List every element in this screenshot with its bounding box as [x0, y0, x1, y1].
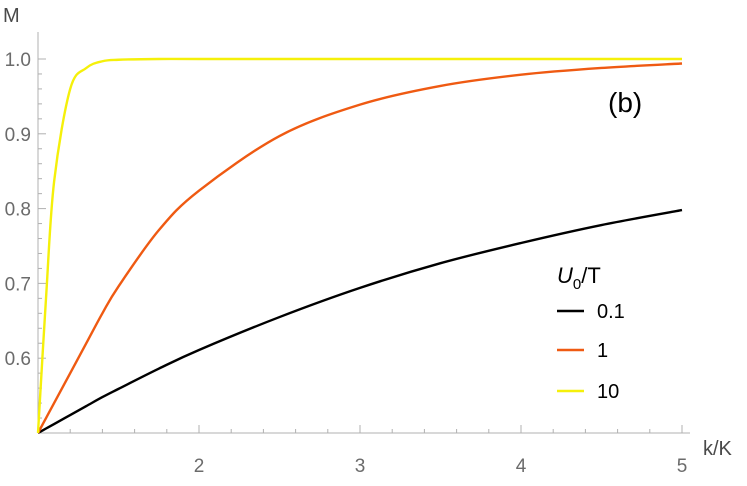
- y-tick-label: 1.0: [5, 50, 31, 71]
- axes: 2 3 4 5 0.6 0.7 0.8 0.9 1.0 k/K M: [3, 5, 733, 477]
- x-axis-label: k/K: [703, 438, 733, 460]
- legend-label: 1: [597, 340, 608, 362]
- x-tick-label: 3: [355, 456, 366, 477]
- series-layer: [36, 57, 683, 435]
- legend: U0/T 0.1 1 10: [557, 263, 625, 403]
- x-tick-label: 5: [677, 456, 688, 477]
- series-line-10: [36, 57, 682, 434]
- y-axis-label: M: [3, 5, 20, 27]
- x-tick-label: 2: [194, 456, 205, 477]
- y-tick-label: 0.6: [5, 349, 31, 370]
- y-tick-label: 0.8: [5, 200, 31, 221]
- legend-label: 0.1: [597, 301, 625, 323]
- legend-title: U0/T: [557, 263, 601, 293]
- series-line-1: [36, 62, 683, 434]
- x-tick-label: 4: [516, 456, 527, 477]
- legend-label: 10: [597, 381, 619, 403]
- y-tick-label: 0.7: [5, 274, 31, 295]
- panel-label: (b): [608, 87, 642, 118]
- y-tick-label: 0.9: [5, 125, 31, 146]
- series-line-0.1: [37, 208, 683, 435]
